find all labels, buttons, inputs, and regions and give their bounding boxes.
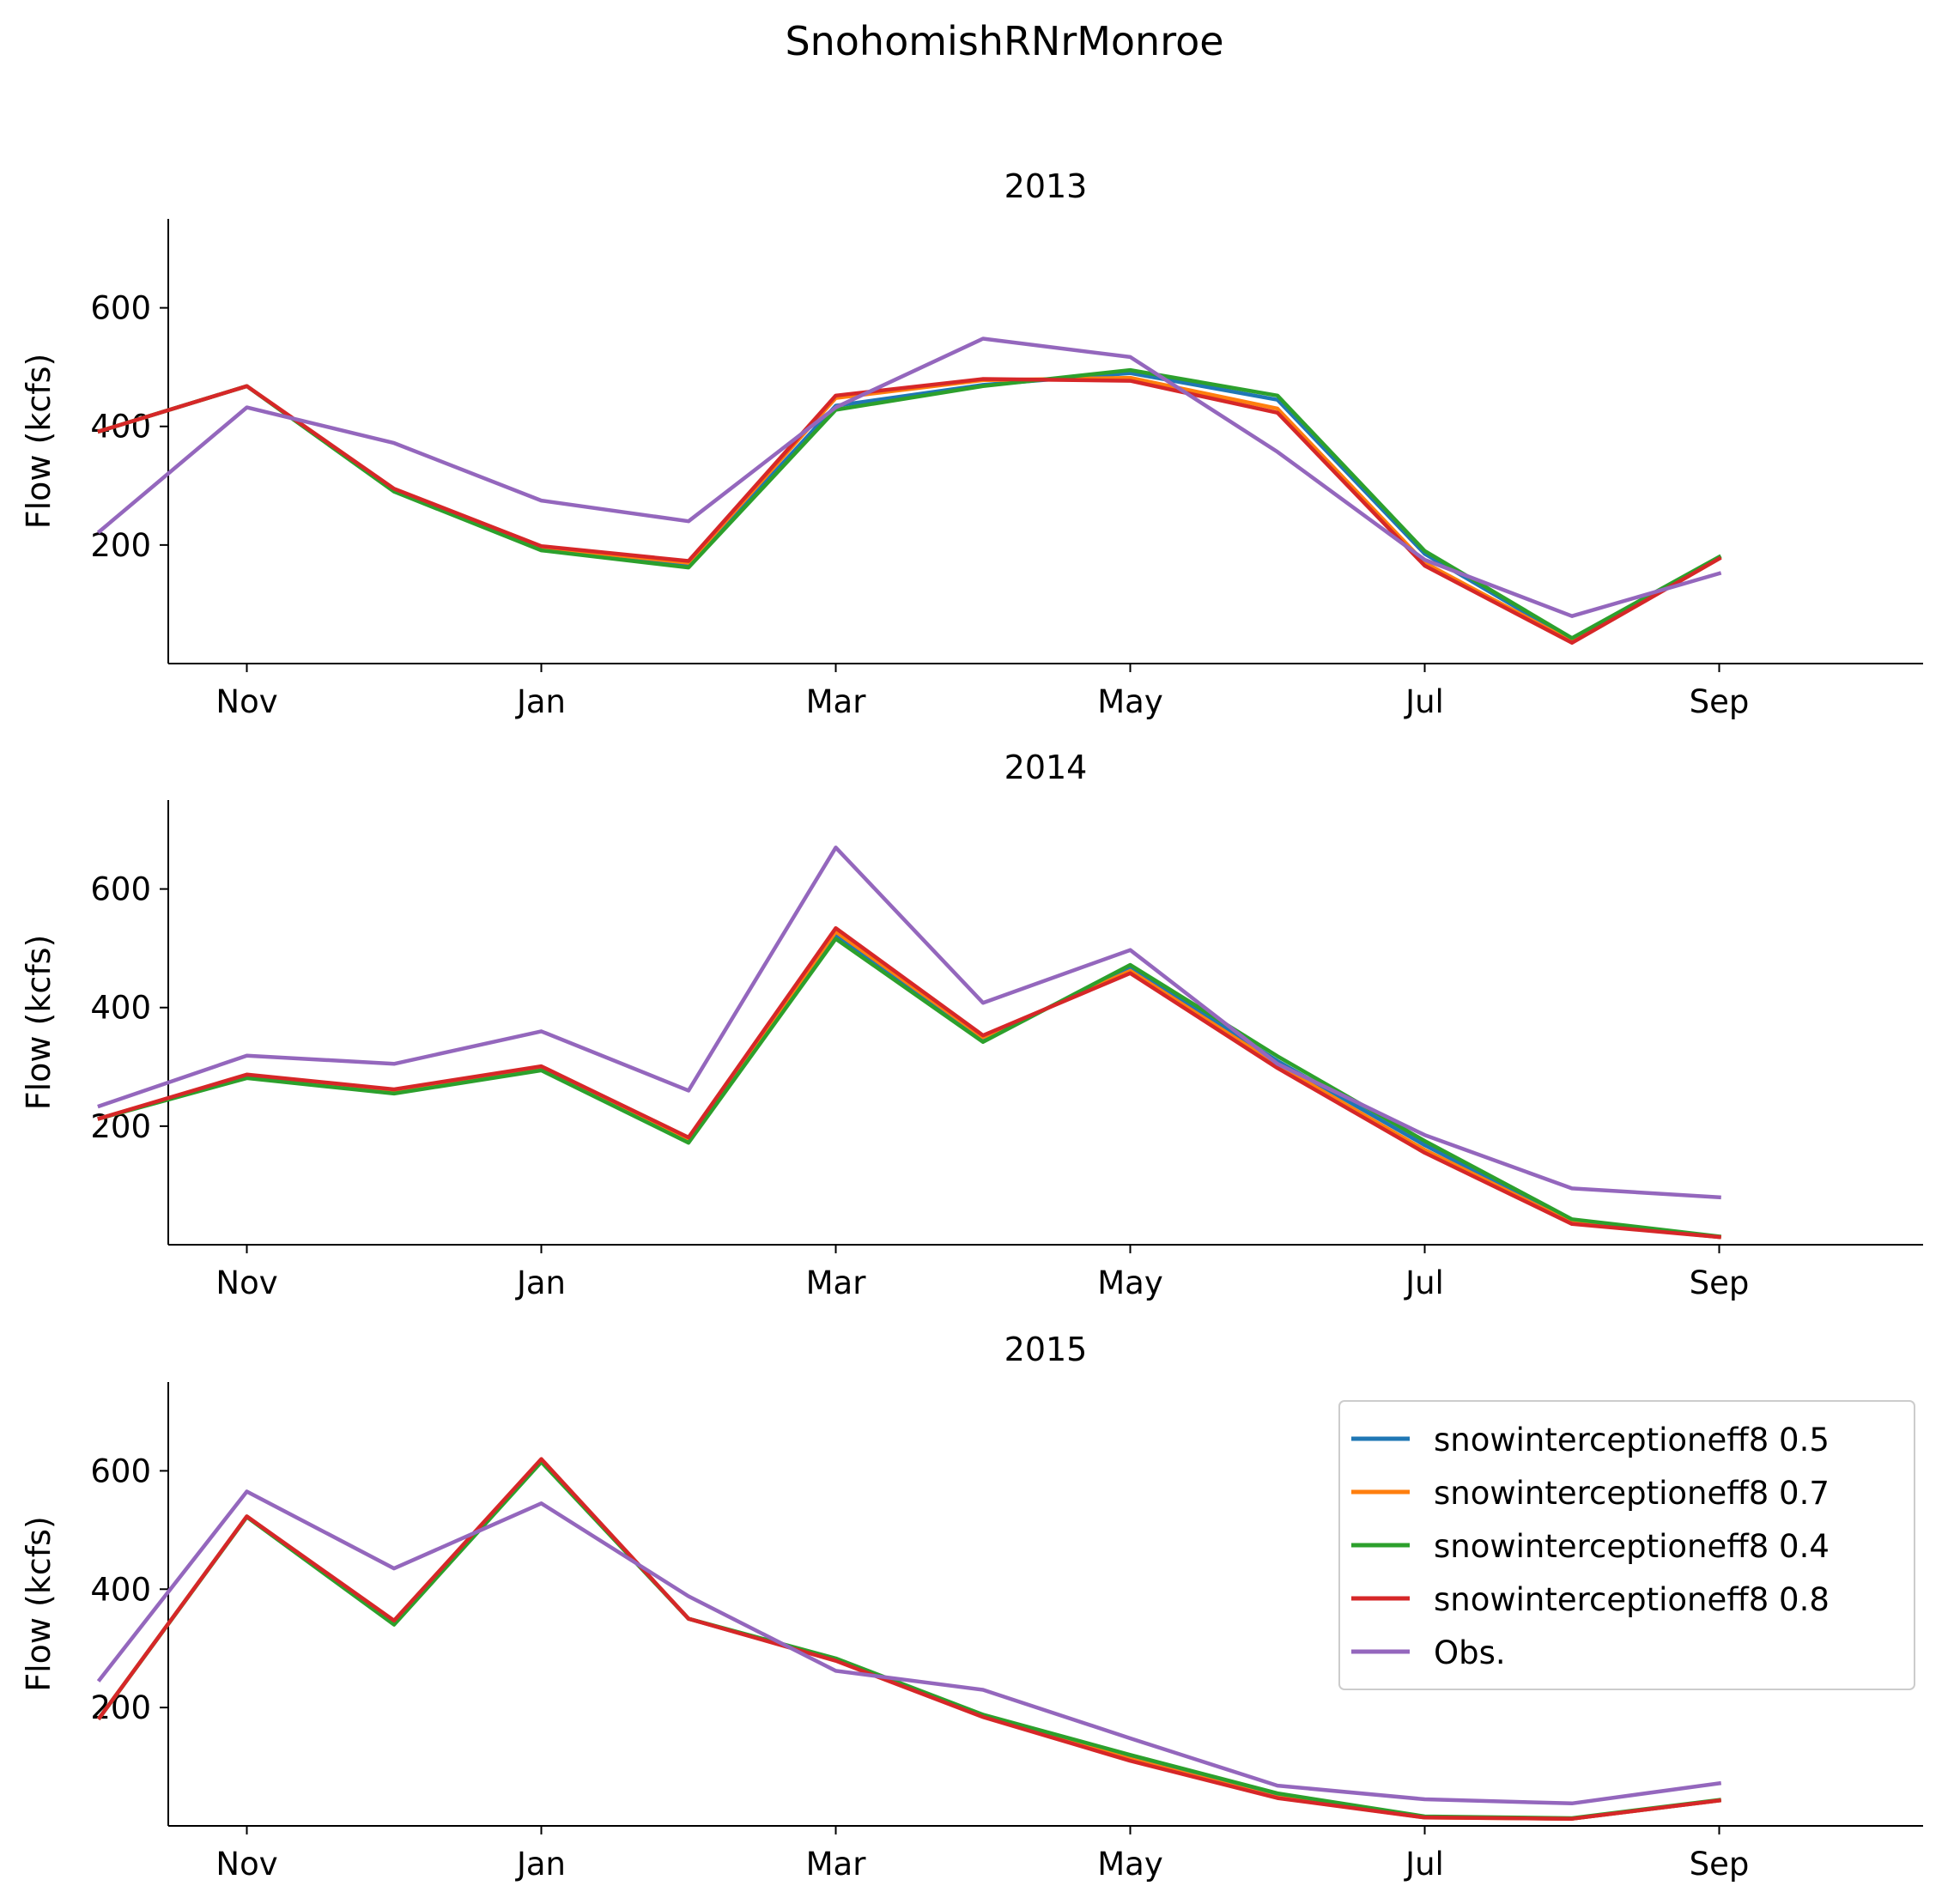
x-tick-label: Sep — [1690, 1846, 1750, 1883]
y-tick-label: 600 — [90, 871, 151, 908]
legend-box — [1338, 1400, 1915, 1690]
series-line — [96, 337, 1722, 618]
x-tick-label: Jul — [1404, 683, 1444, 720]
x-tick-label: Mar — [806, 1264, 867, 1301]
x-tick-label: May — [1097, 1264, 1163, 1301]
x-tick-label: Nov — [215, 1846, 277, 1883]
x-tick-label: Sep — [1690, 683, 1750, 720]
series-line — [97, 846, 1721, 1200]
subplot-2013: 2013 Flow (kcfs) 200 400 600 Nov Jan Mar May Jul S… — [20, 167, 1923, 720]
legend-label: Obs. — [1434, 1634, 1506, 1671]
x-tick-label: Sep — [1690, 1264, 1750, 1301]
y-tick-label: 600 — [90, 290, 151, 327]
x-tick-label: Mar — [806, 683, 867, 720]
y-axis-label: Flow (kcfs) — [20, 354, 58, 530]
series-line — [97, 367, 1722, 640]
series-line — [97, 925, 1721, 1240]
y-tick-label: 600 — [90, 1452, 151, 1489]
series-line — [96, 1457, 1722, 1821]
series-line — [96, 1489, 1722, 1806]
y-axis-label: Flow (kcfs) — [20, 935, 58, 1111]
y-tick-label: 200 — [90, 1689, 151, 1726]
series-line — [97, 371, 1722, 642]
subplot-title: 2015 — [1004, 1331, 1088, 1368]
series-line — [97, 937, 1721, 1239]
y-axis-label: Flow (kcfs) — [20, 1516, 58, 1692]
x-tick-label: Mar — [806, 1846, 867, 1883]
y-tick-label: 400 — [90, 990, 151, 1027]
subplot-2015: 2015 Flow (kcfs) 200 400 600 Nov Jan Mar May Jul S… — [20, 1331, 1923, 1883]
x-tick-label: Nov — [215, 1264, 277, 1301]
x-tick-label: Jan — [515, 1846, 566, 1883]
x-tick-label: May — [1097, 1846, 1163, 1883]
y-tick-label: 400 — [90, 409, 151, 446]
y-tick-label: 200 — [90, 527, 151, 564]
subplot-title: 2013 — [1004, 167, 1088, 205]
x-tick-label: Jan — [515, 1264, 566, 1301]
x-tick-label: May — [1097, 683, 1163, 720]
series-line — [97, 375, 1722, 644]
x-tick-label: Nov — [215, 683, 277, 720]
figure-title: SnohomishRNrMonroe — [785, 18, 1223, 64]
x-tick-label: Jan — [515, 683, 566, 720]
x-tick-label: Jul — [1404, 1264, 1444, 1301]
x-tick-label: Jul — [1404, 1846, 1444, 1883]
legend-label: snowinterceptioneff8 0.7 — [1434, 1475, 1830, 1512]
legend-label: snowinterceptioneff8 0.8 — [1434, 1581, 1830, 1618]
legend-label: snowinterceptioneff8 0.5 — [1434, 1422, 1830, 1458]
legend-label: snowinterceptioneff8 0.4 — [1434, 1528, 1830, 1565]
subplot-title: 2014 — [1004, 749, 1088, 786]
y-tick-label: 400 — [90, 1571, 151, 1608]
series-line — [97, 377, 1722, 646]
